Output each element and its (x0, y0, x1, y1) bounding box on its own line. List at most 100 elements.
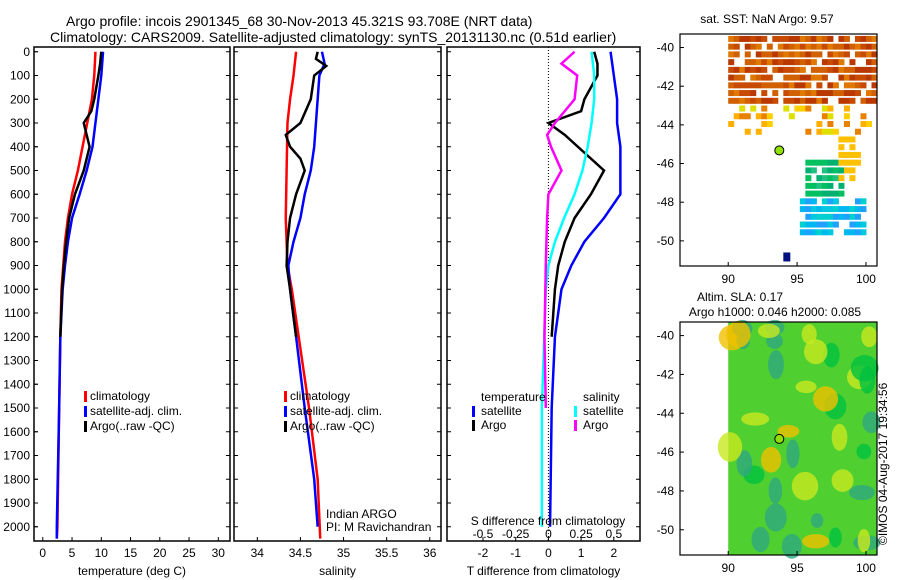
axes-frame (446, 46, 641, 542)
sst-cell (871, 59, 878, 66)
sst-cell (843, 66, 850, 73)
sst-cell (733, 74, 740, 81)
y-tick-label: -50 (657, 523, 675, 537)
sst-cell (744, 51, 751, 58)
y-tick-label: -44 (657, 406, 675, 420)
sst-cell (755, 43, 762, 50)
map-title: sat. SST: NaN Argo: 9.57 (700, 12, 834, 26)
sst-cell (733, 51, 740, 58)
sst-cell (810, 159, 817, 166)
series-line-t-satellite (548, 51, 622, 527)
legend-label: climatology (290, 389, 350, 403)
sst-cell (805, 90, 812, 97)
sst-cell (761, 59, 768, 66)
sst-cell (805, 51, 812, 58)
x-tick-label: 100 (856, 272, 876, 286)
sst-cell (805, 159, 812, 166)
sst-cell (728, 121, 735, 127)
sst-cell (832, 66, 839, 73)
y-tick-label: -44 (657, 118, 675, 132)
sst-cell (766, 74, 773, 81)
sst-cell (816, 35, 823, 42)
sst-cell (860, 82, 867, 89)
sst-cell (871, 97, 878, 104)
temperature-panel (33, 46, 231, 542)
sst-cell (843, 136, 850, 143)
sst-cell (832, 43, 839, 50)
sst-cell (871, 74, 878, 81)
y-tick-label: 1700 (3, 449, 30, 463)
sst-cell (827, 128, 834, 135)
sst-cell (854, 74, 861, 81)
sst-cell (733, 35, 740, 42)
sst-cell (805, 97, 812, 104)
credit: ©IMOS 04-Aug-2017 19:34:56 (876, 382, 890, 545)
sst-cell (849, 74, 856, 81)
sst-cell (761, 74, 768, 81)
series-line-s-argo (543, 50, 579, 409)
sst-cell (766, 51, 773, 58)
sst-cell (832, 206, 839, 213)
salinity-panel (233, 46, 442, 542)
sst-cell (744, 97, 751, 104)
sst-cell (733, 66, 740, 73)
sst-cell (827, 113, 834, 120)
sst-cell (871, 82, 878, 89)
sst-cell (810, 90, 817, 97)
sst-cell (755, 74, 762, 81)
legend-title-salinity: salinity (583, 390, 620, 404)
sst-cell (810, 35, 817, 42)
sst-cell (794, 66, 801, 73)
sst-cell (805, 229, 812, 236)
sla-blob (768, 477, 783, 505)
series-line-satellite-adj-clim- (55, 51, 105, 539)
sst-cell (777, 66, 784, 73)
legend-swatch (574, 420, 577, 431)
sla-blob (751, 526, 770, 553)
sst-cell (832, 51, 839, 58)
sst-cell (810, 213, 817, 220)
legend-label: climatology (90, 389, 150, 403)
axes-frame (233, 46, 442, 542)
sst-cell (816, 213, 823, 220)
sst-cell (865, 59, 872, 66)
map-subtitle: Argo h1000: 0.046 h2000: 0.085 (689, 305, 861, 319)
sst-cell (772, 90, 779, 97)
sst-cell (843, 167, 850, 174)
x-tick-label: 10 (95, 546, 109, 560)
map-title: Altim. SLA: 0.17 (697, 290, 783, 304)
sst-cell (827, 43, 834, 50)
sst-cell (827, 121, 834, 127)
title-line2: Climatology: CARS2009. Satellite-adjuste… (50, 29, 617, 45)
y-tick-label: 200 (10, 92, 30, 106)
sst-cell (827, 105, 834, 112)
legend-swatch (472, 406, 475, 417)
sst-cell (827, 206, 834, 213)
legend-swatch (284, 391, 287, 402)
sst-cell (849, 151, 856, 158)
annotation-line1: Indian ARGO (326, 507, 397, 521)
sla-blob (861, 326, 878, 348)
sst-cell (799, 198, 806, 205)
sst-cell (838, 97, 845, 104)
legend-swatch (284, 406, 287, 417)
sst-cell (777, 59, 784, 66)
sst-cell (854, 43, 861, 50)
sla-blob (862, 411, 881, 434)
sst-cell (865, 97, 872, 104)
sst-cell (849, 213, 856, 220)
sla-blob (810, 513, 824, 529)
y-tick-label: -42 (657, 79, 675, 93)
sst-cell (816, 90, 823, 97)
sla-blob (849, 484, 875, 501)
sst-cell (832, 159, 839, 166)
sst-cell (783, 66, 790, 73)
sst-cell (750, 105, 757, 112)
sst-cell (761, 35, 768, 42)
sst-cell (750, 35, 757, 42)
sla-blob (856, 443, 872, 460)
sst-cell (794, 74, 801, 81)
sla-blob (717, 432, 743, 462)
sst-cell (860, 229, 867, 236)
sst-cell (849, 82, 856, 89)
